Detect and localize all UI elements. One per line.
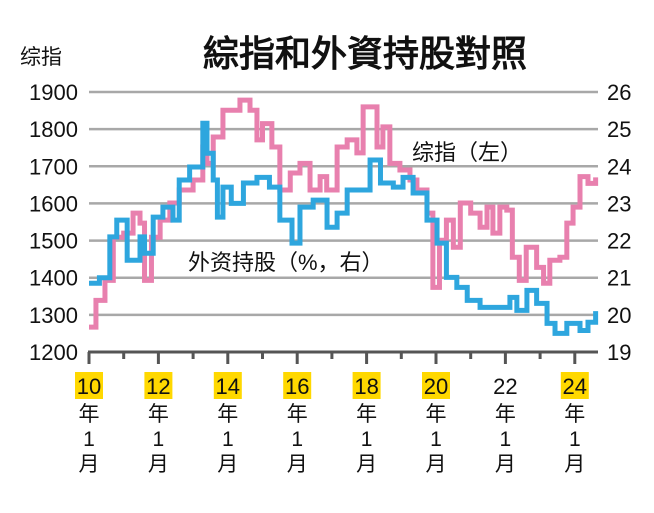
- x-tick-label: 10: [77, 374, 101, 399]
- x-tick-label-suffix: 月: [426, 453, 447, 476]
- series-label-holding: 外资持股（%，右）: [188, 250, 384, 275]
- year-highlight: [144, 372, 173, 399]
- series-line-index: [89, 97, 599, 330]
- x-tick-label-suffix: 月: [79, 453, 100, 476]
- x-tick-label-suffix: 年: [356, 403, 377, 426]
- x-tick-label-suffix: 1: [83, 428, 95, 451]
- year-highlight: [352, 372, 381, 399]
- x-tick-label-suffix: 1: [500, 428, 512, 451]
- x-tick-label-suffix: 年: [79, 403, 100, 426]
- right-tick-label: 20: [607, 303, 631, 328]
- x-tick-label: 12: [146, 374, 170, 399]
- left-tick-label: 1200: [29, 340, 78, 365]
- right-tick-label: 19: [607, 340, 631, 365]
- left-tick-label: 1300: [29, 303, 78, 328]
- chart-title: 綜指和外資持股對照: [203, 33, 527, 74]
- right-tick-label: 26: [607, 80, 631, 105]
- x-tick-label-suffix: 1: [361, 428, 373, 451]
- series-lines: [89, 97, 599, 336]
- left-tick-label: 1800: [29, 117, 78, 142]
- x-tick-label-suffix: 年: [564, 403, 585, 426]
- x-tick-label-suffix: 年: [217, 403, 238, 426]
- x-tick-label-suffix: 年: [426, 403, 447, 426]
- left-axis-label: 综指: [20, 46, 62, 69]
- right-tick-label: 23: [607, 191, 631, 216]
- x-tick-label-suffix: 月: [148, 453, 169, 476]
- series-line-holding: [89, 120, 599, 336]
- x-tick-label-suffix: 1: [222, 428, 234, 451]
- x-tick-label: 20: [424, 374, 448, 399]
- right-axis-ticks: 19 20 21 22 23 24 25 26: [607, 80, 631, 365]
- x-tick-label-suffix: 月: [356, 453, 377, 476]
- x-tick-label-suffix: 1: [291, 428, 303, 451]
- x-tick-label-suffix: 年: [287, 403, 308, 426]
- x-tick-label-suffix: 年: [148, 403, 169, 426]
- right-tick-label: 22: [607, 229, 631, 254]
- right-tick-label: 21: [607, 266, 631, 291]
- left-tick-label: 1700: [29, 154, 78, 179]
- x-tick-label-suffix: 1: [153, 428, 165, 451]
- x-tick-label-suffix: 月: [217, 453, 238, 476]
- right-tick-label: 25: [607, 117, 631, 142]
- x-tick-label: 14: [216, 374, 240, 399]
- x-tick-label-suffix: 月: [495, 453, 516, 476]
- x-tick-label-suffix: 1: [430, 428, 442, 451]
- year-highlight: [560, 372, 589, 399]
- year-highlight: [75, 372, 103, 399]
- year-highlight: [283, 372, 312, 399]
- year-highlight: [422, 372, 450, 399]
- x-tick-label: 24: [563, 374, 587, 399]
- left-tick-label: 1400: [29, 266, 78, 291]
- left-tick-label: 1900: [29, 80, 78, 105]
- x-tick-label-suffix: 月: [564, 453, 585, 476]
- left-tick-label: 1600: [29, 191, 78, 216]
- year-highlight: [213, 372, 242, 399]
- right-tick-label: 24: [607, 154, 631, 179]
- x-tick-label: 18: [354, 374, 378, 399]
- x-tick-label: 16: [285, 374, 309, 399]
- left-tick-label: 1500: [29, 229, 78, 254]
- x-tick-label-suffix: 年: [495, 403, 516, 426]
- x-tick-label-suffix: 月: [287, 453, 308, 476]
- x-tick-label: 22: [493, 374, 517, 399]
- left-axis-ticks: 1200 1300 1400 1500 1600 1700 1800 1900: [29, 80, 78, 365]
- x-tick-label-suffix: 1: [569, 428, 581, 451]
- series-label-index: 综指（左）: [412, 140, 522, 165]
